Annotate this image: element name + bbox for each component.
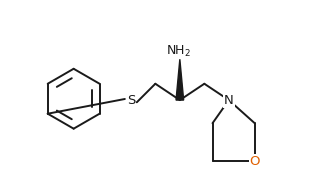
Text: S: S: [127, 94, 135, 107]
Text: O: O: [250, 155, 260, 168]
Text: NH$_2$: NH$_2$: [166, 44, 191, 59]
Polygon shape: [176, 59, 184, 100]
Text: N: N: [224, 94, 234, 107]
